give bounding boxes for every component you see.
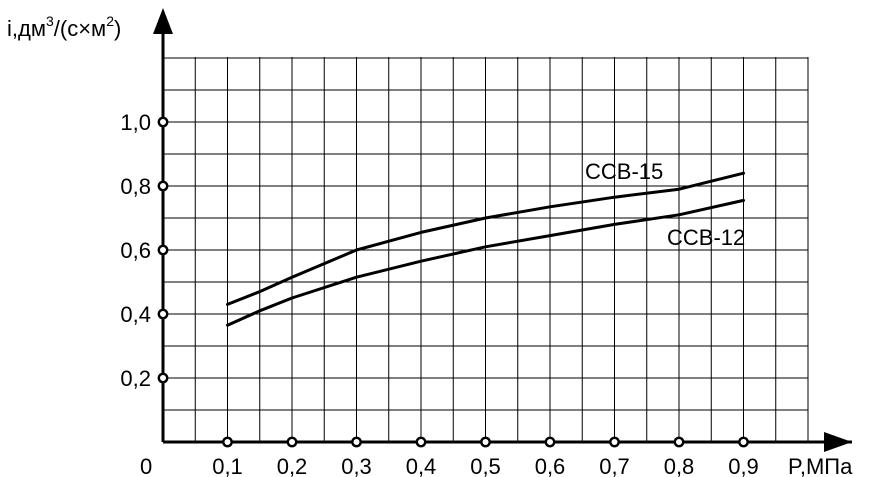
y-axis-marker (157, 180, 169, 192)
y-axis-arrow (153, 8, 173, 34)
y-axis-marker (157, 308, 169, 320)
axes (153, 8, 852, 452)
series-line-ссв-15 (226, 171, 745, 306)
x-tick-label: 0,9 (728, 454, 759, 477)
x-axis-marker (609, 436, 620, 448)
series-label-ссв-15: ССВ-15 (585, 159, 663, 184)
series-label-ссв-12: ССВ-12 (667, 225, 745, 250)
x-tick-label: 0,1 (212, 454, 243, 477)
x-axis-title: P,МПа (788, 454, 853, 477)
x-axis-marker (480, 436, 491, 448)
y-axis-marker (157, 116, 169, 128)
y-axis-title: i,дм3/(с×м2) (7, 13, 121, 41)
x-tick-label: 0,3 (341, 454, 372, 477)
x-axis-marker (673, 436, 685, 448)
x-axis-marker (738, 436, 749, 448)
x-tick-label: 0,8 (664, 454, 695, 477)
x-axis-marker (286, 436, 298, 448)
y-tick-label: 0,8 (120, 174, 151, 199)
x-axis-marker (544, 436, 556, 448)
y-tick-label: 1,0 (120, 110, 151, 135)
y-tick-label: 0,6 (120, 238, 151, 263)
origin-label: 0 (140, 454, 152, 477)
y-tick-label: 0,4 (120, 302, 151, 327)
x-axis-marker (415, 436, 427, 448)
y-axis-marker (157, 372, 169, 384)
x-tick-label: 0,5 (470, 454, 501, 477)
y-axis-marker (157, 244, 169, 256)
tick-labels: 0,1 0,2 0,3 0,4 0,5 0,6 0,7 0,8 0,9 0,2 0,4 0,6 0,8 1… (120, 110, 758, 477)
x-tick-label: 0,7 (599, 454, 630, 477)
x-tick-label: 0,2 (277, 454, 308, 477)
x-axis-marker (222, 436, 233, 448)
series-line-ссв-12 (226, 198, 745, 327)
x-tick-label: 0,6 (535, 454, 566, 477)
x-tick-label: 0,4 (406, 454, 437, 477)
x-axis-arrow (824, 432, 852, 452)
x-axis-marker (351, 436, 362, 448)
y-tick-label: 0,2 (120, 366, 151, 391)
axis-markers (157, 116, 749, 448)
series-layer (226, 171, 745, 327)
